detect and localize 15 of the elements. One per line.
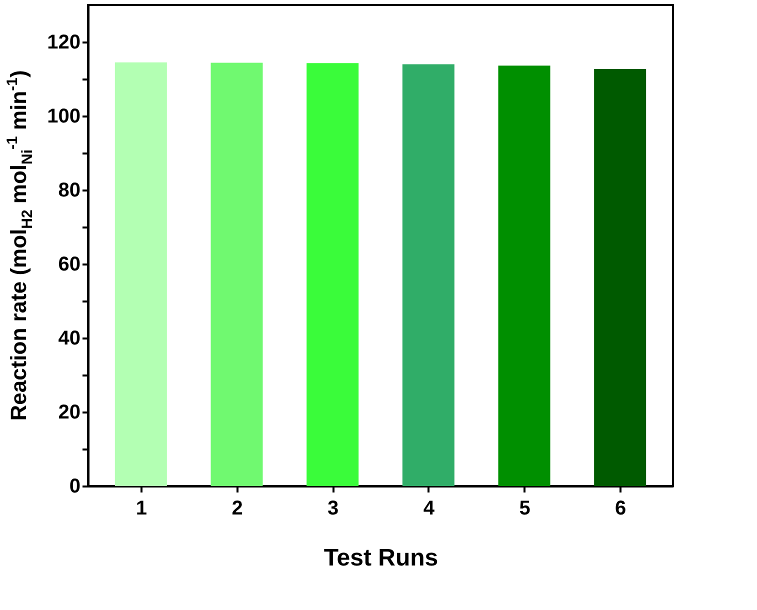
x-tick-label: 2 xyxy=(232,498,243,520)
x-tick-label: 3 xyxy=(328,498,339,520)
y-tick-label: 60 xyxy=(58,254,80,276)
y-tick-label: 120 xyxy=(47,32,80,54)
x-tick-label: 4 xyxy=(423,498,436,520)
x-axis-title: Test Runs xyxy=(324,544,438,572)
y-tick-label: 40 xyxy=(58,328,80,350)
x-tick-label: 6 xyxy=(615,498,626,520)
y-tick-label: 0 xyxy=(69,476,80,498)
y-axis-title: Reaction rate (molH2 molNi-1 min-1) xyxy=(4,70,36,421)
x-tick-label: 1 xyxy=(136,498,147,520)
y-tick-label: 80 xyxy=(58,180,80,202)
y-tick-label: 20 xyxy=(58,402,80,424)
x-tick-label: 5 xyxy=(519,498,530,520)
y-tick-label: 100 xyxy=(47,106,80,128)
